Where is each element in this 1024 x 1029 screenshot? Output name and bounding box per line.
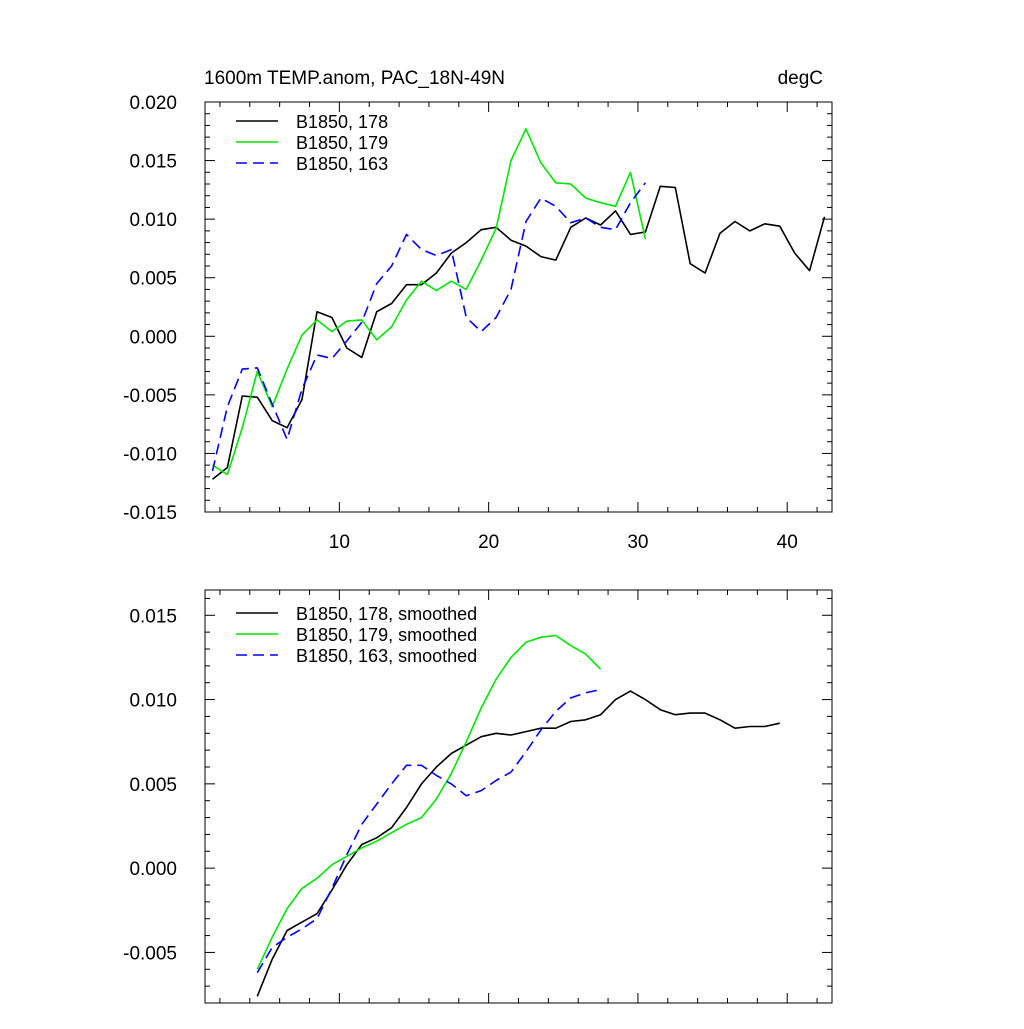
x-tick-label: 20 [478,532,499,553]
legend-label: B1850, 178 [296,112,388,132]
chart-units: degC [778,68,823,89]
y-tick-label: 0.005 [129,269,177,290]
series-line-0 [212,185,826,480]
y-tick-label: -0.010 [123,444,177,465]
chart-panel-top: 1600m TEMP.anom, PAC_18N-49N degC -0.015… [123,68,833,553]
series-line-1 [212,128,647,476]
y-tick-label: 0.010 [129,691,177,712]
legend-label: B1850, 163, smoothed [296,646,477,666]
x-tick-label: 40 [777,532,798,553]
y-tick-label: 0.015 [129,152,177,173]
legend-label: B1850, 179 [296,133,388,153]
y-tick-label: -0.005 [123,386,177,407]
series-line-2 [256,688,601,974]
chart-panel-bottom: -0.005 0.000 0.005 0.010 0.015 B1850, 178, sm… [123,589,833,1004]
legend-label: B1850, 179, smoothed [296,625,477,645]
y-tick-label: 0.000 [129,327,177,348]
legend-label: B1850, 163 [296,154,388,174]
legend-label: B1850, 178, smoothed [296,604,477,624]
series-line-0 [256,690,780,997]
y-tick-label: 0.010 [129,210,177,231]
x-tick-label: 30 [627,532,648,553]
y-tick-label: 0.015 [129,606,177,627]
y-tick-label: -0.015 [123,503,177,524]
y-tick-label: 0.020 [129,93,177,114]
y-tick-label: 0.000 [129,859,177,880]
chart-title: 1600m TEMP.anom, PAC_18N-49N [204,68,505,89]
y-tick-label: -0.005 [123,943,177,964]
series-line-1 [256,634,602,970]
x-tick-label: 10 [329,532,350,553]
y-tick-label: 0.005 [129,775,177,796]
series-line-2 [211,182,647,472]
